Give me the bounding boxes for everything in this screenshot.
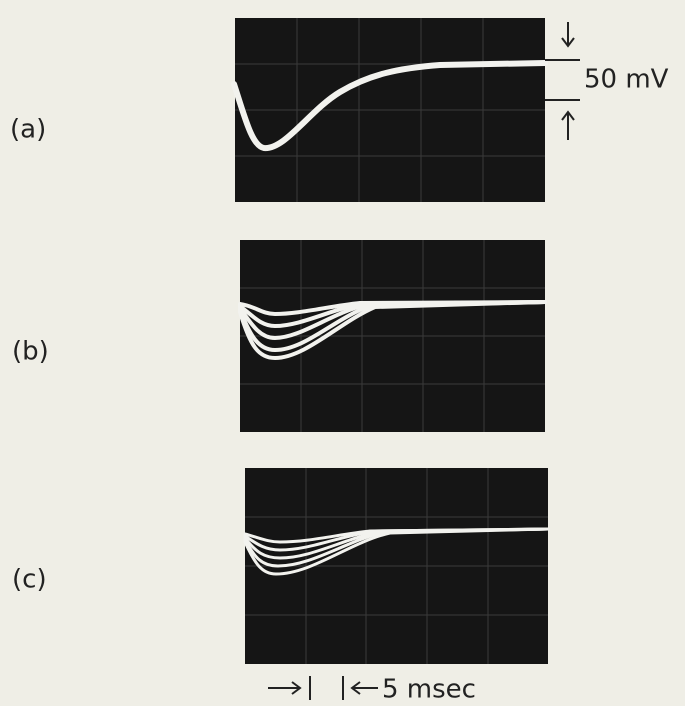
page: (a) (b) (c) (0, 0, 685, 706)
scale-label: 50 mV (584, 65, 669, 95)
panel-label: (c) (12, 565, 47, 595)
scale-label: 5 msec (382, 675, 476, 705)
figure: (a) (b) (c) (0, 0, 685, 706)
panel-label: (a) (10, 115, 46, 145)
panel-label: (b) (12, 337, 49, 367)
